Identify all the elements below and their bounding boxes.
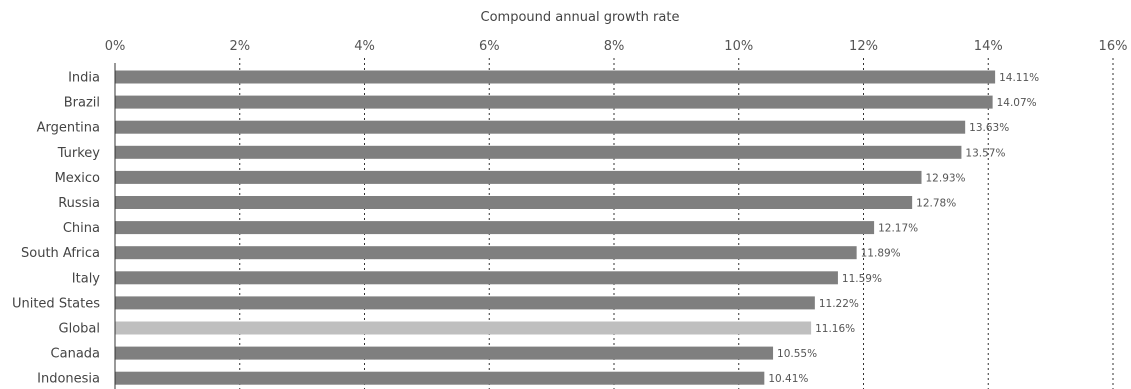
category-label: Canada [51, 347, 100, 362]
x-tick-label: 8% [604, 39, 625, 54]
data-label: 12.17% [878, 223, 918, 235]
x-tick-label: 2% [229, 39, 250, 54]
x-tick-label: 6% [479, 39, 500, 54]
bar [115, 346, 774, 360]
data-label: 11.22% [819, 298, 859, 310]
category-label: Brazil [64, 96, 100, 111]
bar [115, 70, 996, 84]
bar [115, 120, 966, 134]
data-label: 14.07% [997, 97, 1037, 109]
bar [115, 221, 875, 235]
data-label: 10.55% [777, 348, 817, 360]
bar [115, 95, 993, 109]
category-label: Russia [58, 196, 100, 211]
category-label: Mexico [55, 171, 100, 186]
x-tick-label: 0% [105, 39, 126, 54]
x-tick-label: 14% [974, 39, 1003, 54]
bar [115, 296, 815, 310]
category-label: China [63, 221, 100, 236]
x-tick-label: 16% [1099, 39, 1128, 54]
category-label: India [68, 71, 100, 86]
data-label: 11.59% [842, 273, 882, 285]
x-tick-label: 10% [724, 39, 753, 54]
bar [115, 170, 922, 184]
data-label: 13.57% [965, 147, 1005, 159]
bar [115, 321, 812, 335]
x-tick-labels: 0% 2% 4% 6% 8% 10% 12% 14% 16% [105, 39, 1128, 54]
bar [115, 246, 857, 260]
data-labels: 14.11% 14.07% 13.63% 13.57% 12.93% 12.78% 12.1… [768, 72, 1039, 385]
data-label: 12.78% [916, 198, 956, 210]
category-label: Global [59, 322, 100, 337]
data-label: 10.41% [768, 373, 808, 385]
bar [115, 145, 962, 159]
x-tick-label: 4% [354, 39, 375, 54]
bar [115, 371, 765, 385]
bar [115, 271, 838, 285]
bars [115, 70, 996, 385]
category-label: Argentina [37, 121, 100, 136]
data-label: 12.93% [926, 172, 966, 184]
category-label: Turkey [57, 146, 101, 161]
category-label: South Africa [21, 246, 100, 261]
data-label: 11.89% [861, 248, 901, 260]
bar [115, 196, 913, 209]
data-label: 13.63% [969, 122, 1009, 134]
category-label: United States [12, 296, 100, 311]
category-label: Italy [72, 271, 101, 286]
data-label: 11.16% [815, 323, 855, 335]
x-axis-title: Compound annual growth rate [481, 10, 680, 25]
category-labels: India Brazil Argentina Turkey Mexico Russia Ch… [12, 71, 100, 387]
category-label: Indonesia [37, 372, 100, 387]
x-tick-label: 12% [849, 39, 878, 54]
data-label: 14.11% [999, 72, 1039, 84]
